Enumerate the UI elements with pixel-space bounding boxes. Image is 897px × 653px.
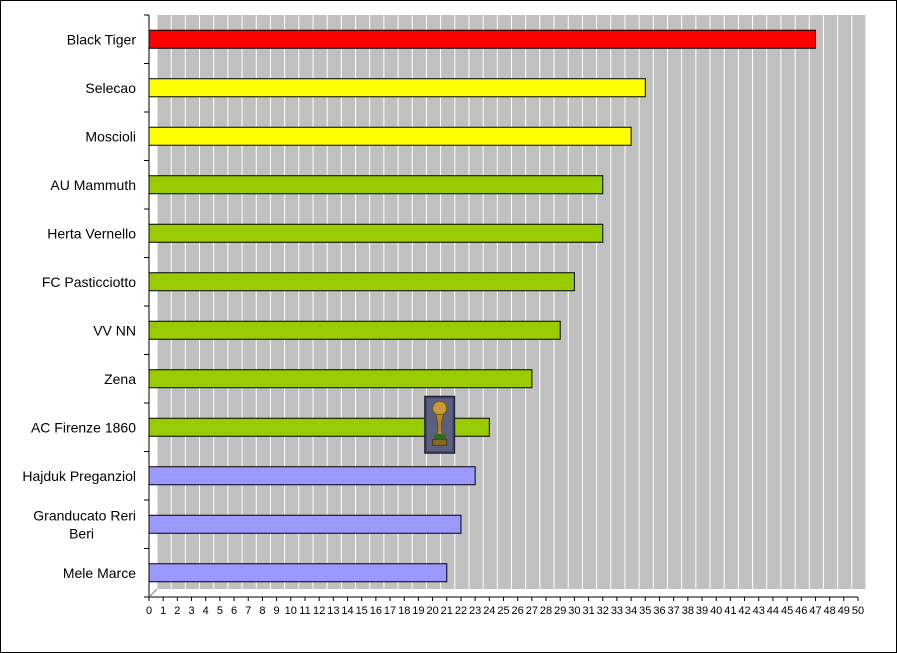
- bar: [148, 272, 575, 292]
- x-tick-label: 3: [188, 605, 194, 617]
- x-tick-label: 39: [696, 605, 708, 617]
- category-label: Hajduk Preganziol: [22, 468, 136, 484]
- x-tick-label: 21: [441, 605, 453, 617]
- annotations: [424, 395, 456, 454]
- x-tick-label: 49: [838, 605, 850, 617]
- x-tick-label: 44: [767, 605, 779, 617]
- trophy-base: [432, 438, 448, 446]
- bar: [148, 369, 533, 389]
- x-tick-label: 13: [327, 605, 339, 617]
- bar: [148, 514, 462, 534]
- x-tick-label: 5: [217, 605, 223, 617]
- x-tick-label: 23: [469, 605, 481, 617]
- x-tick-label: 16: [370, 605, 382, 617]
- category-label: Mele Marce: [63, 565, 136, 581]
- x-tick-label: 30: [568, 605, 580, 617]
- x-tick-label: 43: [753, 605, 765, 617]
- x-tick-label: 17: [384, 605, 396, 617]
- x-tick-label: 14: [341, 605, 353, 617]
- x-tick-label: 38: [682, 605, 694, 617]
- x-tick-label: 33: [611, 605, 623, 617]
- bar: [148, 223, 604, 243]
- x-tick-label: 24: [483, 605, 495, 617]
- x-tick-label: 6: [231, 605, 237, 617]
- x-tick-label: 12: [313, 605, 325, 617]
- x-tick-label: 29: [554, 605, 566, 617]
- x-tick-label: 47: [809, 605, 821, 617]
- x-axis-tick-labels: 0 1 2 3 4 5 6 7 8 9 10 11 12 13 14 15 16 17 18 19 20 21 22 23 24…: [146, 605, 864, 617]
- x-tick-label: 31: [582, 605, 594, 617]
- x-tick-label: 35: [639, 605, 651, 617]
- axis-depth-edge: [148, 588, 158, 598]
- category-label: Granducato Reri Beri: [33, 507, 136, 541]
- x-tick-label: 11: [299, 605, 310, 617]
- x-tick-label: 2: [174, 605, 180, 617]
- bar: [148, 175, 604, 195]
- x-tick-label: 4: [203, 605, 209, 617]
- category-label: Selecao: [85, 80, 136, 96]
- x-tick-label: 45: [781, 605, 793, 617]
- category-label: AU Mammuth: [50, 177, 136, 193]
- x-tick-label: 8: [259, 605, 265, 617]
- x-tick-label: 7: [245, 605, 251, 617]
- x-tick-label: 26: [512, 605, 524, 617]
- bar: [148, 29, 816, 49]
- bar: [148, 466, 476, 486]
- x-tick-label: 1: [160, 605, 166, 617]
- x-tick-label: 50: [852, 605, 864, 617]
- x-tick-label: 27: [526, 605, 538, 617]
- x-tick-label: 42: [738, 605, 750, 617]
- category-label: Herta Vernello: [47, 225, 136, 241]
- x-tick-label: 18: [398, 605, 410, 617]
- x-tick-label: 15: [356, 605, 368, 617]
- axes: [144, 14, 859, 601]
- x-tick-label: 28: [540, 605, 552, 617]
- x-tick-label: 25: [497, 605, 509, 617]
- bar: [148, 126, 632, 146]
- category-labels: Black Tiger Selecao Moscioli AU Mammuth Hert…: [22, 31, 136, 581]
- trophy-band: [433, 434, 446, 440]
- grid-lines: [156, 15, 867, 589]
- x-tick-label: 48: [824, 605, 836, 617]
- x-tick-label: 9: [274, 605, 280, 617]
- x-tick-label: 37: [668, 605, 680, 617]
- x-tick-label: 0: [146, 605, 152, 617]
- world-cup-trophy-icon: [424, 395, 456, 454]
- x-tick-label: 32: [597, 605, 609, 617]
- bar: [148, 320, 561, 340]
- category-label: Zena: [104, 371, 136, 387]
- bar: [148, 78, 646, 98]
- x-tick-label: 36: [653, 605, 665, 617]
- bar: [148, 563, 448, 583]
- x-tick-label: 40: [710, 605, 722, 617]
- category-label: Black Tiger: [67, 31, 137, 47]
- category-label: VV NN: [93, 322, 136, 338]
- x-tick-label: 19: [412, 605, 424, 617]
- x-tick-label: 41: [724, 605, 736, 617]
- trophy-cup: [432, 400, 448, 416]
- category-label: FC Pasticciotto: [42, 274, 136, 290]
- category-label: AC Firenze 1860: [31, 419, 136, 435]
- x-tick-label: 34: [625, 605, 637, 617]
- x-tick-label: 10: [285, 605, 297, 617]
- x-tick-label: 20: [426, 605, 438, 617]
- x-tick-label: 46: [795, 605, 807, 617]
- category-label: Moscioli: [85, 128, 136, 144]
- x-tick-label: 22: [455, 605, 467, 617]
